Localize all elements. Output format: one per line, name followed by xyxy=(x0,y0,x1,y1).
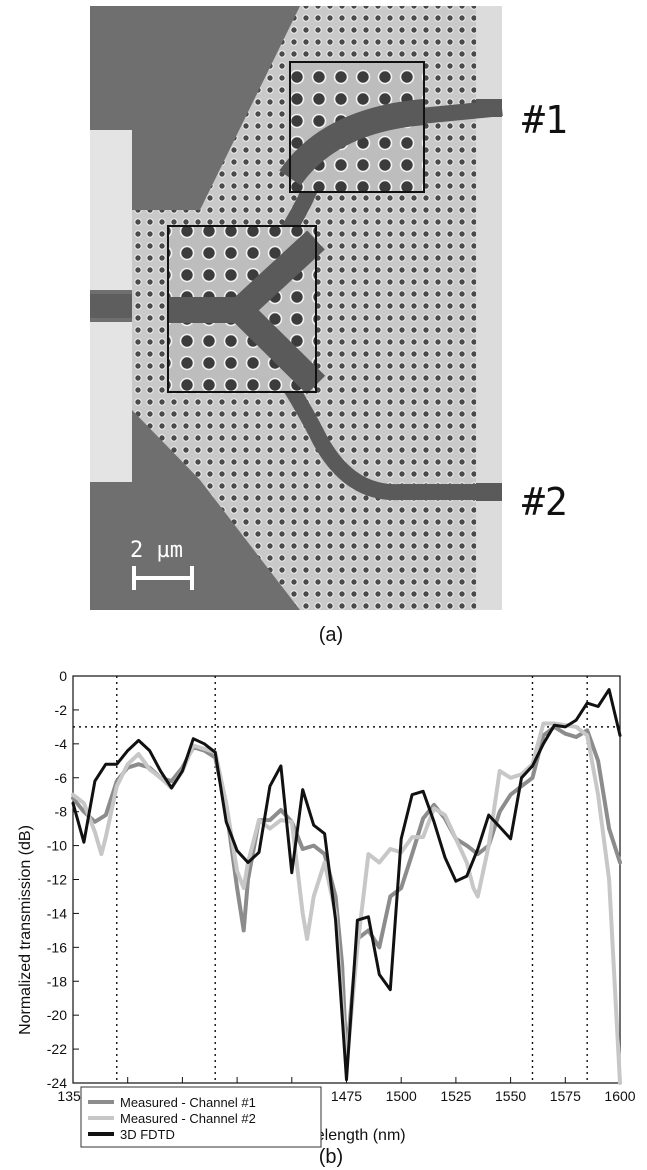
y-tick-label: -12 xyxy=(47,872,67,888)
inset-box-junction xyxy=(167,225,326,395)
y-tick-label: -16 xyxy=(47,939,67,955)
output-waveguide-2 xyxy=(476,483,502,501)
x-tick-label: 1550 xyxy=(495,1088,526,1104)
transmission-chart: 1350137514001425145014751500152515501575… xyxy=(17,668,636,1168)
y-tick-label: -20 xyxy=(47,1007,67,1023)
x-tick-label: 1525 xyxy=(440,1088,471,1104)
legend-box xyxy=(80,1086,322,1148)
y-tick-label: -6 xyxy=(55,770,68,786)
y-tick-label: -24 xyxy=(47,1075,67,1091)
x-tick-label: 1475 xyxy=(331,1088,362,1104)
port-2-label: #2 xyxy=(522,480,568,524)
y-tick-label: -22 xyxy=(47,1041,67,1057)
y-tick-label: -8 xyxy=(55,804,68,820)
port-1-label: #1 xyxy=(522,98,568,142)
y-tick-label: -4 xyxy=(55,736,68,752)
left-access-waveguide-top xyxy=(90,130,132,290)
output-waveguide-1 xyxy=(476,99,502,117)
y-tick-label: -14 xyxy=(47,905,67,921)
chart-series xyxy=(71,688,622,1085)
x-tick-label: 1575 xyxy=(550,1088,581,1104)
y-axis-title: Normalized transmission (dB) xyxy=(17,825,34,1035)
right-edge-region xyxy=(476,6,502,610)
sem-micrograph-panel: 2 µm #1 #2 (a) xyxy=(90,6,568,646)
legend-entry-channel-1: Measured - Channel #1 xyxy=(120,1095,256,1110)
series-line-fdtd xyxy=(71,688,622,1082)
x-tick-label: 1500 xyxy=(386,1088,417,1104)
scale-bar-label: 2 µm xyxy=(130,538,183,563)
legend-entry-channel-2: Measured - Channel #2 xyxy=(120,1111,256,1126)
panel-b-label: (b) xyxy=(319,1146,343,1168)
left-access-waveguide-bottom xyxy=(90,322,132,482)
series-line-channel-1 xyxy=(71,724,622,1060)
y-tick-label: -2 xyxy=(55,702,68,718)
legend-entry-fdtd: 3D FDTD xyxy=(120,1127,175,1142)
y-tick-label: -10 xyxy=(47,838,67,854)
x-tick-label: 1600 xyxy=(604,1088,635,1104)
panel-a-label: (a) xyxy=(319,624,343,646)
y-tick-label: -18 xyxy=(47,973,67,989)
scale-bar: 2 µm xyxy=(130,538,194,590)
y-tick-label: 0 xyxy=(59,668,67,684)
chart-legend: Measured - Channel #1 Measured - Channel… xyxy=(80,1086,322,1148)
inset-box-channel-1 xyxy=(279,61,426,193)
